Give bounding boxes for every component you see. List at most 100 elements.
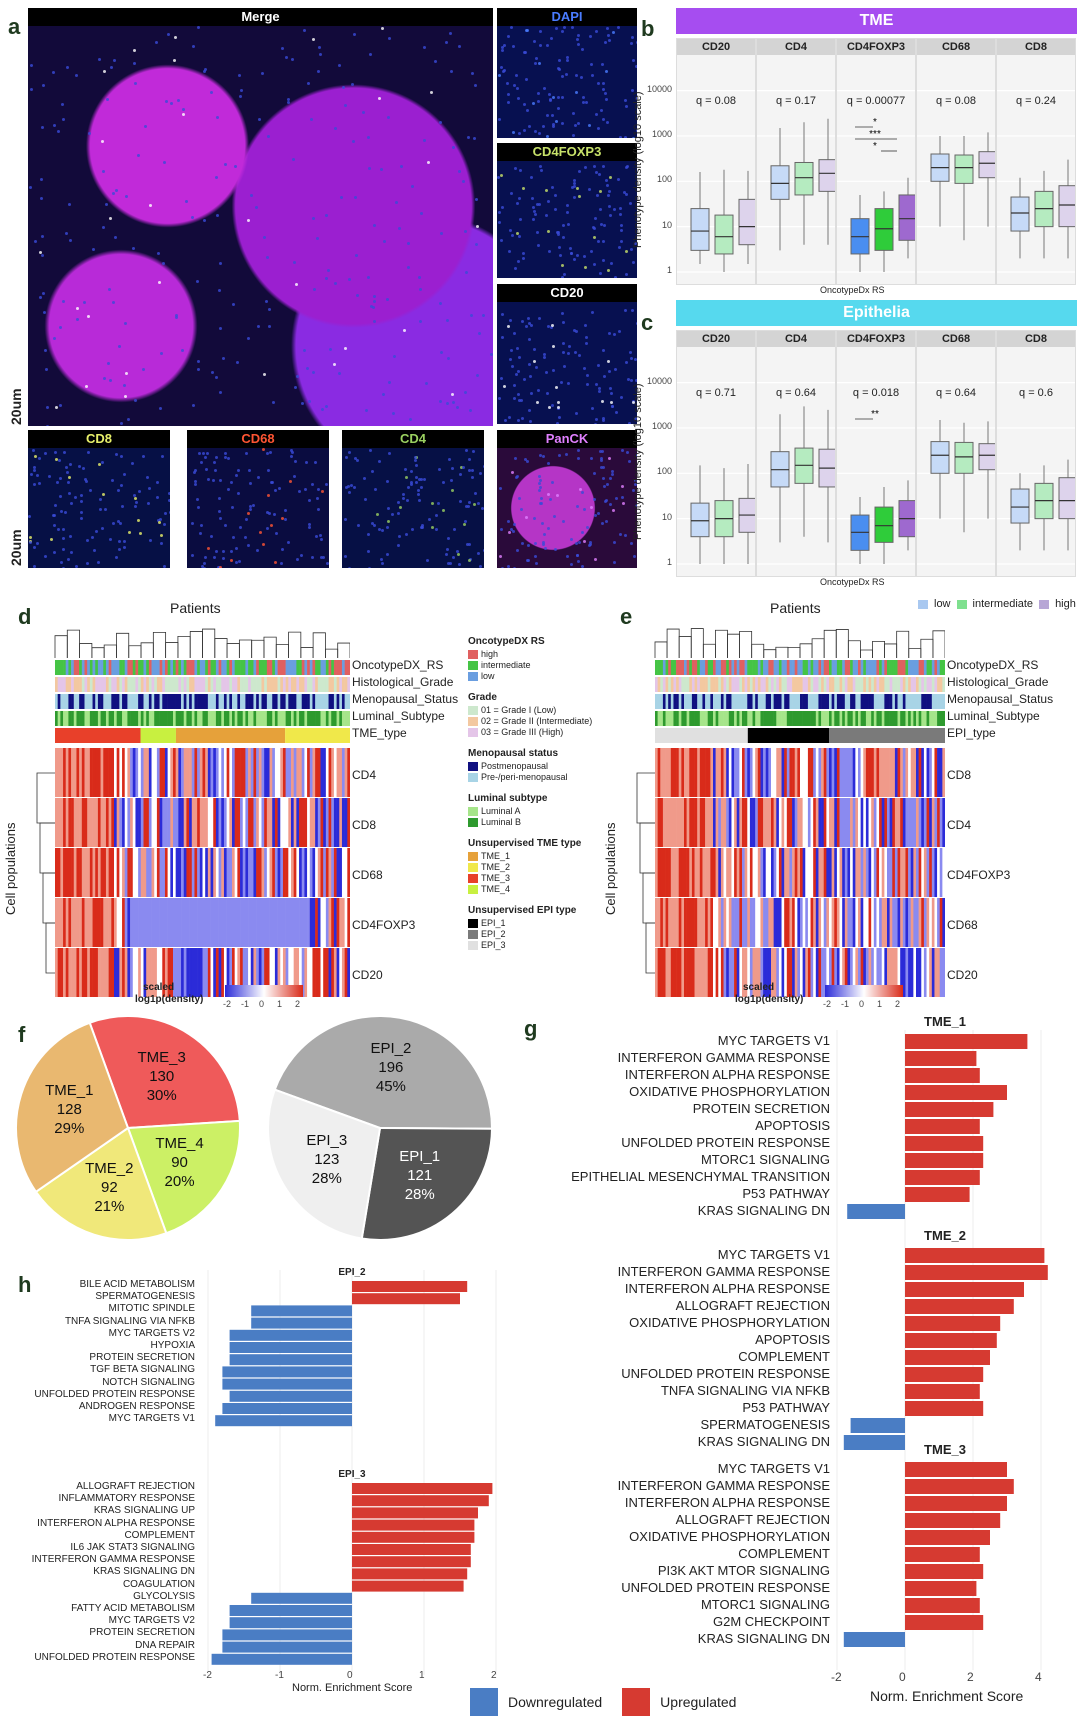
heat-cell [821, 848, 825, 897]
heat-cell [226, 798, 230, 847]
annotation-cell [937, 660, 941, 675]
heat-cell [747, 848, 751, 897]
cell-speck [289, 480, 293, 484]
annotation-cell [328, 711, 332, 726]
annotation-cell [266, 677, 270, 692]
cell-speck [446, 402, 450, 406]
heat-cell [307, 948, 311, 997]
cell-speck [249, 504, 253, 508]
annotation-cell [881, 694, 885, 709]
annotation-cell [317, 694, 321, 709]
heat-cell [765, 848, 769, 897]
cell-speck [202, 219, 206, 223]
heat-cell [873, 748, 877, 797]
heat-cell [320, 848, 324, 897]
cell-speck [54, 405, 58, 409]
heat-cell [931, 898, 935, 947]
enrichment-bar [905, 1547, 980, 1562]
cell-speck [532, 347, 536, 351]
annotation-cell [784, 677, 788, 692]
annotation-cell [752, 711, 756, 726]
heat-cell [333, 798, 337, 847]
cell-speck [85, 479, 89, 483]
annotation-cell [792, 711, 796, 726]
heat-cell [304, 848, 308, 897]
annotation-cell [173, 677, 176, 692]
annotation-cell [89, 694, 93, 709]
annotation-cell [694, 711, 698, 726]
pathway-label: UNFOLDED PROTEIN RESPONSE [34, 1651, 195, 1663]
heat-cell [186, 848, 190, 897]
cell-speck [357, 523, 361, 527]
heat-cell [884, 848, 888, 897]
cell-speck [214, 550, 218, 554]
dendrogram-branch [932, 630, 945, 658]
cell-speck [243, 535, 247, 539]
heat-cell [347, 948, 350, 997]
heat-cell [189, 798, 193, 847]
cell-speck [233, 164, 237, 168]
annotation-cell [728, 711, 732, 726]
annotation-cell [823, 660, 827, 675]
scale-tick: 0 [259, 999, 265, 1009]
enrichment-bar [352, 1281, 468, 1292]
enrichment-bar [905, 1085, 1007, 1100]
annotation-cell [108, 660, 112, 675]
annotation-cell [285, 711, 289, 726]
heat-cell [100, 798, 104, 847]
cell-speck [581, 564, 585, 568]
heat-cell [71, 748, 75, 797]
heat-cell [926, 798, 930, 847]
annotation-cell [333, 711, 337, 726]
annotation-cell [81, 711, 85, 726]
annotation-cell [178, 660, 182, 675]
yaxis-label: Phenotype density (log10 scale) [632, 91, 644, 248]
annotation-cell [240, 694, 244, 709]
oncotype-legend: low intermediate high [918, 598, 1076, 610]
legend-swatch [956, 599, 967, 609]
cell-speck [612, 30, 616, 34]
heat-cell [197, 898, 201, 947]
annotation-cell [232, 694, 235, 709]
cell-speck [594, 558, 598, 562]
heat-cell [887, 848, 890, 897]
heat-cell [122, 798, 126, 847]
cell-speck [630, 247, 634, 251]
annotation-cell [876, 694, 880, 709]
cell-speck [517, 370, 521, 374]
cell-speck [630, 88, 634, 92]
annotation-cell [863, 711, 867, 726]
heat-cell [908, 848, 912, 897]
cell-speck [69, 238, 73, 242]
heat-cell [860, 848, 864, 897]
annotation-cell [132, 677, 136, 692]
annotation-cell [855, 677, 859, 692]
heat-cell [715, 848, 719, 897]
heat-cell [162, 748, 166, 797]
cell-speck [439, 301, 443, 305]
pie-label: TME_1 128 29% [29, 1081, 109, 1138]
cell-speck [219, 516, 223, 520]
heat-cell [908, 898, 912, 947]
cell-speck [581, 531, 585, 535]
cell-speck [558, 415, 562, 419]
heat-cell [202, 898, 206, 947]
cell-speck [449, 562, 453, 566]
cell-speck [409, 481, 413, 485]
annotation-cell [839, 694, 843, 709]
heat-cell [792, 948, 796, 997]
cell-speck [561, 74, 565, 78]
cell-speck [573, 195, 577, 199]
annotation-cell [167, 677, 171, 692]
heat-cell [197, 848, 201, 897]
heat-cell [76, 848, 80, 897]
heat-cell [742, 948, 745, 997]
heat-cell [143, 748, 147, 797]
annotation-cell [261, 711, 265, 726]
annotation-cell [135, 677, 139, 692]
cell-speck [540, 169, 544, 173]
cell-speck [414, 464, 418, 468]
heat-cell [68, 748, 72, 797]
cell-speck [610, 262, 614, 266]
heat-cell [154, 848, 158, 897]
